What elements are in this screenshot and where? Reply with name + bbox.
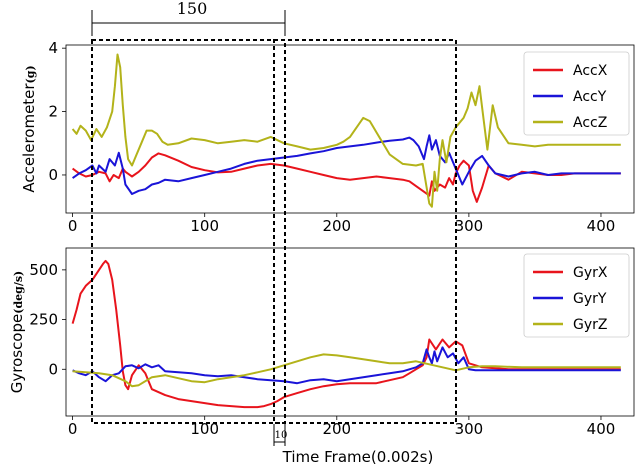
series-line-accx: [72, 152, 621, 203]
accelerometer-x-ticks: 0 100 200 300 400: [68, 213, 615, 235]
y-tick-label: 250: [29, 311, 58, 329]
gyroscope-panel: 0 100 200 300 400 0 250 500 GyrX GyrY GyrZ Gyros…: [8, 247, 635, 438]
y-tick-label: 0: [48, 166, 58, 184]
y-tick-label: 0: [48, 360, 58, 378]
series-line-gyrx: [71, 259, 621, 409]
window-width-label: 150: [177, 0, 208, 18]
series-line-gyrz: [72, 353, 621, 388]
gyroscope-y-label: Gyroscope(deg/s): [8, 271, 26, 394]
x-tick-label: 300: [455, 420, 484, 438]
accelerometer-y-label-text: Accelerometer: [20, 83, 38, 193]
legend-label-accz: AccZ: [573, 115, 607, 131]
legend-box: [523, 51, 630, 136]
series-line-accy: [72, 134, 621, 195]
legend-label-gyry: GyrY: [573, 291, 607, 307]
gyroscope-y-label-unit: (deg/s): [12, 271, 25, 314]
window-1-dashed-box: [91, 39, 286, 424]
x-tick-label: 100: [190, 217, 219, 235]
x-tick-label: 100: [190, 420, 219, 438]
x-tick-label: 300: [455, 217, 484, 235]
x-tick-label: 200: [322, 420, 351, 438]
accelerometer-y-label: Accelerometer(g): [20, 65, 38, 192]
gyroscope-y-ticks: 0 250 500: [29, 261, 66, 378]
x-axis-label: Time Frame(0.002s): [282, 448, 434, 466]
accelerometer-plot-frame: [65, 44, 635, 214]
gyroscope-y-label-text: Gyroscope: [8, 314, 26, 394]
accelerometer-legend: AccX AccY AccZ: [523, 51, 630, 136]
gyroscope-legend: GyrX GyrY GyrZ: [523, 253, 630, 338]
x-tick-label: 400: [587, 420, 616, 438]
accelerometer-panel: 0 100 200 300 400 0 2 4 AccX AccY AccZ Accelerom…: [20, 39, 635, 235]
legend-box: [523, 253, 630, 338]
accelerometer-series: [71, 53, 621, 208]
y-tick-label: 4: [48, 39, 58, 57]
gyroscope-series: [71, 259, 621, 409]
gyroscope-x-ticks: 0 100 200 300 400: [68, 416, 615, 438]
window-2-dashed-box: [273, 39, 457, 424]
series-line-accz: [71, 53, 621, 208]
x-tick-label: 0: [68, 420, 78, 438]
accelerometer-y-label-unit: (g): [24, 65, 37, 83]
y-tick-label: 2: [48, 103, 58, 121]
x-tick-label: 200: [322, 217, 351, 235]
x-tick-label: 400: [587, 217, 616, 235]
legend-label-accx: AccX: [573, 63, 608, 79]
step-label: 10: [275, 430, 288, 441]
legend-label-accy: AccY: [573, 89, 607, 105]
series-line-gyry: [72, 346, 621, 385]
legend-label-gyrx: GyrX: [573, 265, 608, 281]
y-tick-label: 500: [29, 261, 58, 279]
window-annotations: 150 10: [91, 0, 457, 446]
gyroscope-plot-frame: [65, 247, 635, 417]
legend-label-gyrz: GyrZ: [573, 317, 607, 333]
x-tick-label: 0: [68, 217, 78, 235]
accelerometer-y-ticks: 0 2 4: [48, 39, 66, 184]
